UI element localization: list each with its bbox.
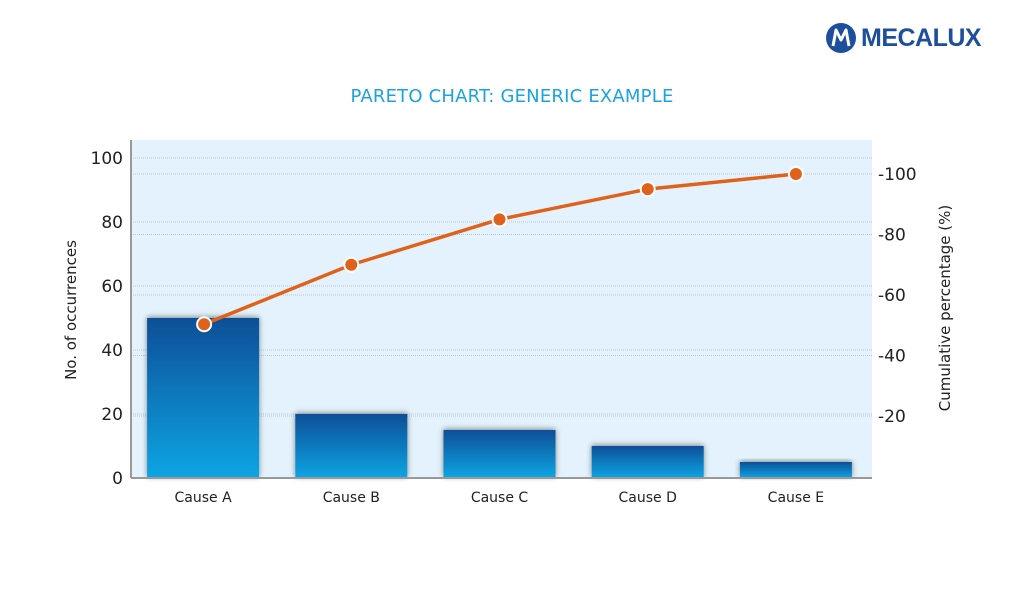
y2-tick-label: -100 bbox=[878, 165, 917, 185]
y2-tick-label: -20 bbox=[878, 407, 906, 427]
cumulative-point bbox=[343, 256, 360, 273]
y-tick-label: 60 bbox=[101, 277, 123, 297]
x-tick-label: Cause B bbox=[323, 490, 380, 506]
x-tick-label: Cause E bbox=[768, 490, 824, 506]
x-tick-label: Cause D bbox=[619, 490, 677, 506]
y-tick-label: 40 bbox=[101, 341, 123, 361]
cumulative-point bbox=[196, 316, 213, 333]
cumulative-point bbox=[787, 166, 804, 182]
y2-axis-title: Cumulative percentage (%) bbox=[936, 205, 954, 412]
cumulative-point bbox=[639, 181, 656, 198]
bar-cause-c bbox=[443, 430, 556, 478]
bar-cause-a bbox=[147, 318, 260, 478]
cumulative-point bbox=[491, 211, 508, 228]
y-tick-label: 0 bbox=[112, 469, 123, 489]
chart-title: PARETO CHART: GENERIC EXAMPLE bbox=[350, 86, 674, 107]
x-tick-label: Cause A bbox=[175, 490, 233, 506]
mecalux-logo-icon bbox=[826, 23, 856, 53]
y-axis-title: No. of occurrences bbox=[62, 240, 80, 380]
bar-cause-e bbox=[739, 462, 852, 478]
brand-logo: MECALUX bbox=[825, 22, 982, 54]
x-tick-label: Cause C bbox=[471, 490, 529, 506]
y-tick-label: 80 bbox=[101, 213, 123, 233]
y-tick-label: 20 bbox=[101, 405, 123, 425]
y-tick-label: 100 bbox=[91, 149, 123, 169]
y2-tick-label: -80 bbox=[878, 226, 906, 246]
brand-name: MECALUX bbox=[861, 24, 982, 52]
bar-cause-b bbox=[295, 414, 408, 478]
plot-area: Cause A Cause B Cause C Cause D Cause E 0 20 40… bbox=[62, 140, 954, 506]
bar-cause-d bbox=[591, 446, 704, 478]
y2-tick-label: -60 bbox=[878, 286, 906, 306]
y2-tick-label: -40 bbox=[878, 347, 906, 367]
